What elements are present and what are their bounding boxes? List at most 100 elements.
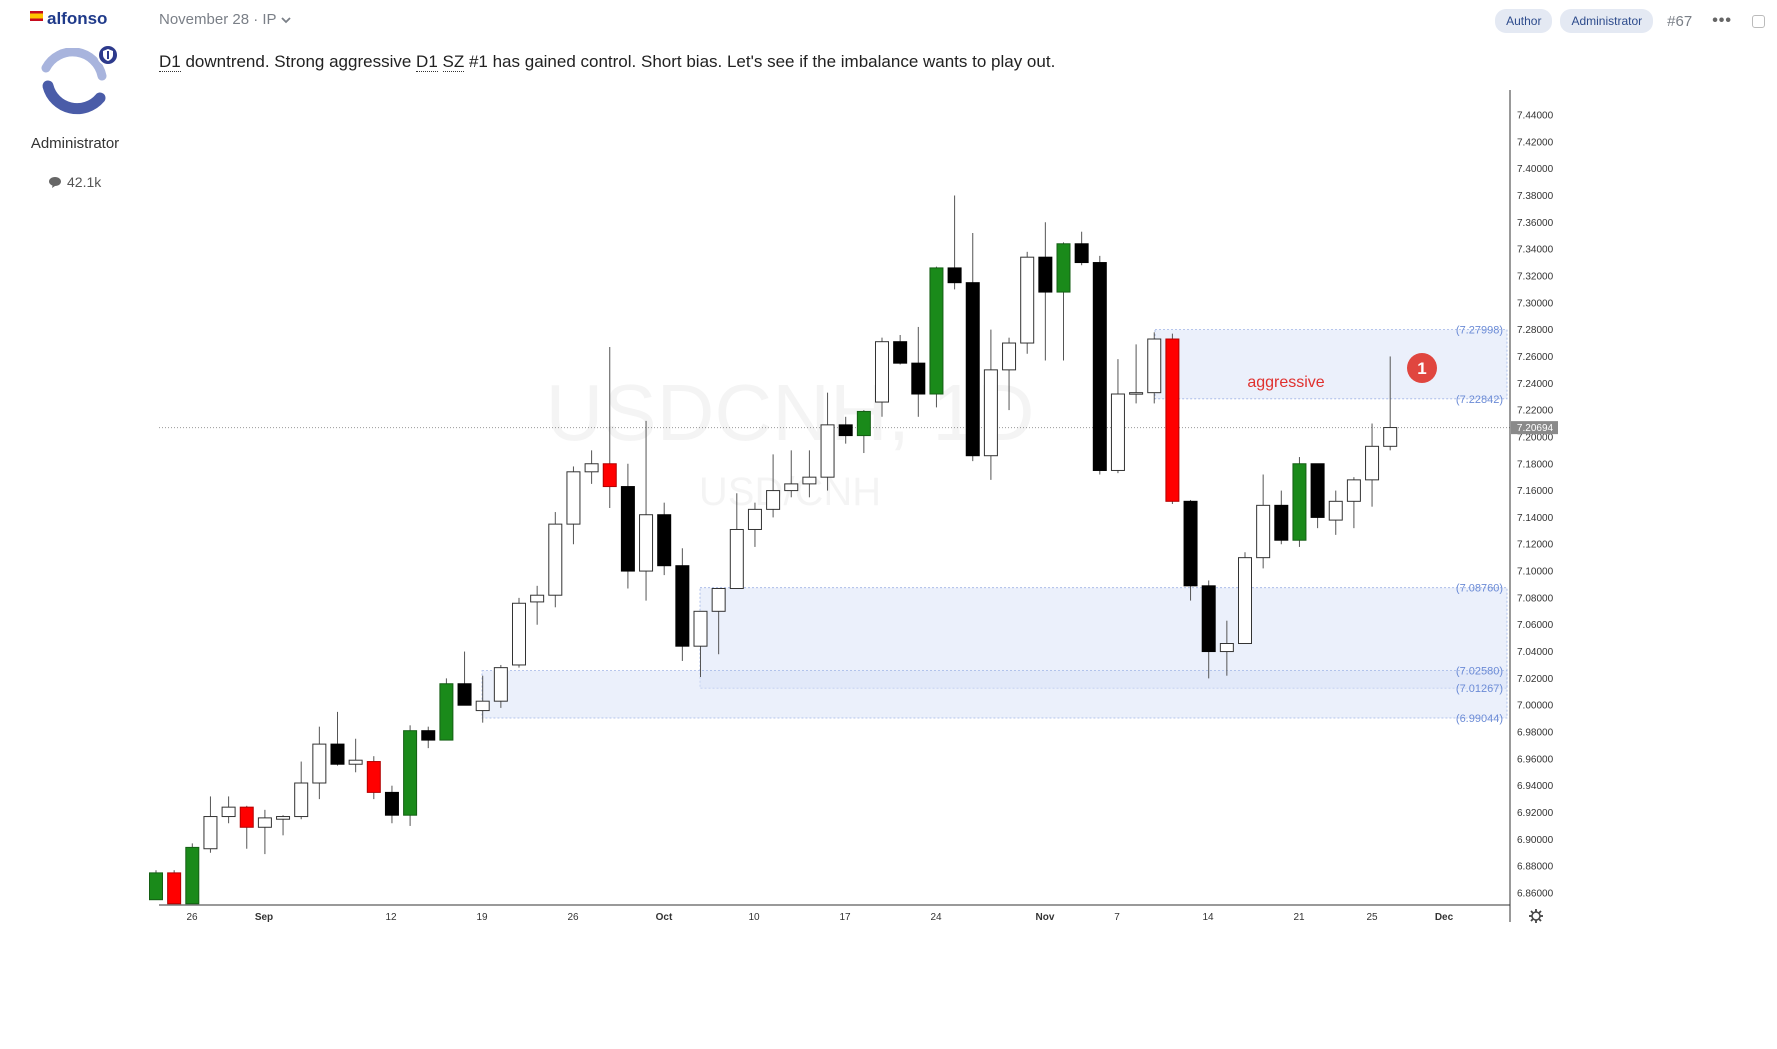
- candle[interactable]: [1110, 359, 1125, 474]
- candles-layer: [149, 195, 1398, 905]
- candle[interactable]: [1365, 423, 1380, 507]
- candle[interactable]: [167, 870, 182, 905]
- candle[interactable]: [929, 266, 944, 408]
- chevron-down-icon[interactable]: [280, 16, 291, 24]
- candle[interactable]: [421, 726, 436, 749]
- candle[interactable]: [185, 843, 200, 905]
- candle[interactable]: [366, 756, 381, 800]
- post-number-link[interactable]: #67: [1667, 12, 1693, 30]
- candle[interactable]: [693, 610, 708, 678]
- candle[interactable]: [403, 725, 418, 826]
- post-date-text[interactable]: November 28 · IP: [159, 11, 277, 28]
- post-text-segment-end: #1 has gained control. Short bias. Let's…: [464, 52, 1056, 71]
- watermark-symbol: USDCNH, 1D: [546, 368, 1035, 457]
- candle[interactable]: [602, 347, 617, 509]
- candle[interactable]: [729, 493, 744, 590]
- candle[interactable]: [1165, 333, 1180, 504]
- candle[interactable]: [639, 420, 654, 601]
- candle[interactable]: [784, 450, 799, 498]
- candle[interactable]: [1002, 337, 1017, 411]
- candle[interactable]: [620, 463, 635, 589]
- price-tick-label: 7.24000: [1517, 379, 1554, 390]
- candle[interactable]: [149, 870, 163, 901]
- candle[interactable]: [257, 809, 272, 855]
- candle-body: [911, 362, 926, 395]
- candle[interactable]: [348, 738, 363, 773]
- candle[interactable]: [1092, 255, 1107, 475]
- time-axis[interactable]: 26 Sep 12 19 26 Oct 10 17 24 Nov 7 14 21 25 Dec: [186, 912, 1453, 923]
- candle[interactable]: [747, 502, 762, 547]
- candle[interactable]: [1129, 344, 1144, 404]
- candle[interactable]: [330, 711, 345, 766]
- candle-body: [566, 471, 581, 525]
- candle[interactable]: [439, 678, 454, 741]
- candle[interactable]: [276, 815, 291, 836]
- candle[interactable]: [965, 233, 980, 462]
- candle[interactable]: [584, 450, 599, 484]
- candle[interactable]: [820, 392, 835, 491]
- candle[interactable]: [1346, 477, 1361, 529]
- candle[interactable]: [294, 761, 309, 820]
- candle[interactable]: [312, 726, 327, 800]
- candle[interactable]: [893, 334, 908, 365]
- candle-body: [929, 267, 944, 395]
- candle[interactable]: [1219, 620, 1234, 676]
- candle-body: [820, 424, 835, 478]
- candle[interactable]: [657, 502, 672, 576]
- candle[interactable]: [1074, 231, 1089, 266]
- candle[interactable]: [947, 195, 962, 290]
- author-link[interactable]: alfonso: [30, 9, 107, 29]
- price-axis[interactable]: 7.44000 7.42000 7.40000 7.38000 7.36000 7.340…: [1517, 111, 1554, 900]
- candle[interactable]: [1383, 356, 1398, 451]
- candle[interactable]: [983, 329, 998, 480]
- gear-icon[interactable]: [1529, 909, 1543, 923]
- candle[interactable]: [221, 796, 236, 824]
- candle[interactable]: [1056, 242, 1071, 361]
- candle[interactable]: [1183, 499, 1198, 601]
- candle[interactable]: [239, 805, 254, 849]
- candle[interactable]: [1274, 490, 1289, 545]
- zones-layer: [481, 329, 1508, 719]
- candle[interactable]: [203, 796, 218, 853]
- candle[interactable]: [1256, 474, 1271, 569]
- candle[interactable]: [548, 512, 563, 608]
- candle[interactable]: [384, 785, 399, 824]
- candle-body: [1383, 427, 1398, 447]
- candle[interactable]: [1020, 251, 1035, 354]
- avatar[interactable]: [36, 48, 116, 120]
- candle[interactable]: [493, 664, 508, 708]
- candle[interactable]: [711, 588, 726, 655]
- checkbox-icon[interactable]: [1752, 14, 1765, 28]
- zone-bottom-label: (6.99044): [1456, 713, 1503, 725]
- candle[interactable]: [1238, 552, 1252, 645]
- candle[interactable]: [1147, 332, 1162, 404]
- candle-body: [403, 730, 418, 816]
- candle[interactable]: [802, 450, 817, 498]
- candle[interactable]: [1328, 490, 1343, 535]
- supply-demand-zone[interactable]: [481, 670, 1508, 719]
- candle[interactable]: [457, 651, 472, 706]
- candle[interactable]: [1038, 222, 1053, 361]
- candle-body: [875, 341, 889, 403]
- candle[interactable]: [1201, 580, 1216, 679]
- candle[interactable]: [856, 410, 871, 454]
- candle[interactable]: [1292, 457, 1307, 547]
- candle-body: [257, 817, 272, 828]
- post-date[interactable]: November 28 · IP: [159, 11, 291, 28]
- annotation-marker[interactable]: 1: [1407, 353, 1437, 383]
- candle[interactable]: [875, 337, 889, 417]
- candle[interactable]: [566, 466, 581, 545]
- author-name[interactable]: alfonso: [47, 9, 108, 28]
- supply-demand-zone[interactable]: [1154, 329, 1508, 400]
- zone-bottom-label: (7.22842): [1456, 394, 1503, 406]
- candle[interactable]: [512, 597, 526, 668]
- candle[interactable]: [475, 675, 490, 723]
- candle[interactable]: [530, 585, 545, 625]
- candle[interactable]: [766, 454, 781, 518]
- candle[interactable]: [1310, 463, 1325, 529]
- more-dots-icon[interactable]: •••: [1712, 12, 1732, 29]
- candle[interactable]: [675, 548, 690, 661]
- candle[interactable]: [838, 416, 853, 444]
- candle[interactable]: [911, 326, 926, 417]
